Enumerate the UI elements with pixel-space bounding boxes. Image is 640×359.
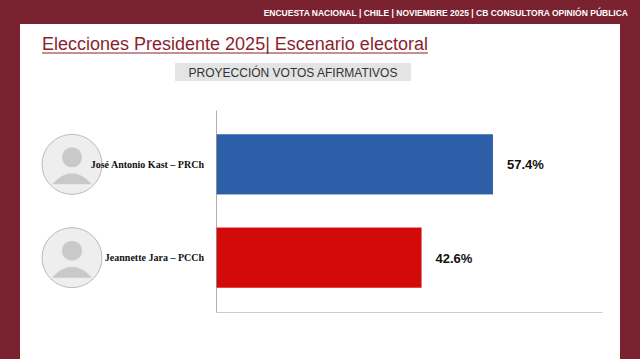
data-labels: 57.4% 42.6% [436,157,545,265]
avatar-body [52,173,92,184]
avatar-head [62,147,82,167]
y-tick-label: José Antonio Kast – PRCh [91,159,205,170]
y-tick: Jeannette Jara – PCCh [105,252,216,263]
chart-root: ENCUESTA NACIONAL | CHILE | NOVIEMBRE 20… [0,0,640,359]
title-underline [42,53,428,54]
y-tick-label: Jeannette Jara – PCCh [105,252,205,263]
x-axis [217,312,603,313]
bars [216,134,493,287]
avatar-circle [42,228,102,288]
avatar-body [52,267,92,278]
panel [20,24,620,359]
avatar-head [62,241,82,261]
data-label: 57.4% [507,157,544,172]
bar [216,228,422,288]
subtitle-box [175,63,411,81]
header-text: ENCUESTA NACIONAL | CHILE | NOVIEMBRE 20… [264,7,628,18]
subtitle: PROYECCIÓN VOTOS AFIRMATIVOS [189,65,398,80]
avatar [42,228,102,288]
bar [216,134,493,194]
background [0,0,640,359]
y-axis: José Antonio Kast – PRCh Jeannette Jara –… [91,111,217,313]
x-axis-line [217,312,603,313]
y-tick: José Antonio Kast – PRCh [91,159,216,170]
title: Elecciones Presidente 2025| Escenario el… [42,34,428,54]
y-axis-line [216,111,217,313]
data-label: 42.6% [436,251,473,266]
